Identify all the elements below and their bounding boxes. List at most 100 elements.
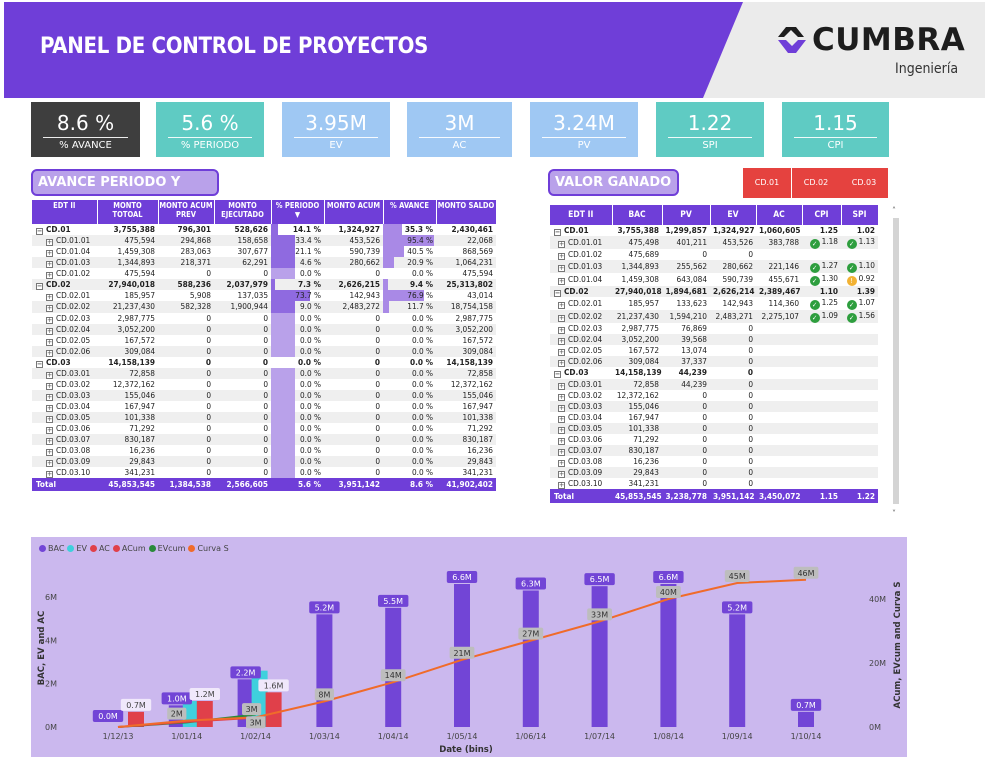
collapse-icon[interactable]: − [554,228,561,237]
expand-icon[interactable]: + [46,381,53,390]
table-row[interactable]: + CD.03.05 101,338 0 0 [550,422,878,434]
column-header-monto-acum[interactable]: MONTO ACUM [324,200,384,224]
table-row[interactable]: + CD.01.02 475,689 0 0 [550,249,878,261]
expand-icon[interactable]: + [558,314,565,323]
table-row[interactable]: + CD.03.06 71,292 0 0 [550,434,878,445]
expand-icon[interactable]: + [46,392,53,401]
expand-icon[interactable]: + [46,415,53,424]
column-header-ac[interactable]: AC [756,205,803,225]
expand-icon[interactable]: + [46,459,53,468]
expand-icon[interactable]: + [46,326,53,335]
column-header-cpi[interactable]: CPI [802,205,842,225]
filter-button-cd02[interactable]: CD.02 [792,168,840,198]
table-row[interactable]: + CD.03.01 72,858 44,239 0 [550,378,878,390]
expand-icon[interactable]: + [558,470,565,479]
table-row[interactable]: + CD.02.06 309,084 37,337 0 [550,356,878,368]
expand-icon[interactable]: + [46,293,53,302]
table-row[interactable]: + CD.02.05 167,572 0 0 0.0 % 0 0.0 % 167,572 [32,334,496,346]
filter-button-cd03[interactable]: CD.03 [840,168,888,198]
table-row[interactable]: + CD.01.02 475,594 0 0 0.0 % 0 0.0 % 475,594 [32,268,496,280]
legend-label-bac[interactable]: BAC [48,544,65,553]
table-row[interactable]: + CD.02.01 185,957 133,623 142,943 114,360 ✓ 1.… [550,297,878,311]
table-row[interactable]: + CD.03.09 29,843 0 0 0.0 % 0 0.0 % 29,843 [32,456,496,468]
column-header-monto-totoal[interactable]: MONTO TOTOAL [97,200,159,224]
table-row[interactable]: + CD.02.01 185,957 5,908 137,035 73.7 % 142,94… [32,290,496,302]
table-row[interactable]: + CD.03.10 341,231 0 0 0.0 % 0 0.0 % 341,231 [32,467,496,479]
column-header-monto-saldo[interactable]: MONTO SALDO [436,200,497,224]
table-row[interactable]: + CD.02.02 21,237,430 582,328 1,900,944 9.0 %… [32,301,496,313]
collapse-icon[interactable]: − [36,359,43,368]
table-row[interactable]: + CD.02.03 2,987,775 76,869 0 [550,323,878,335]
expand-icon[interactable]: + [558,458,565,467]
table-group-row[interactable]: − CD.01 3,755,388 796,301 528,626 14.1 % 1,324… [32,224,496,236]
expand-icon[interactable]: + [46,249,53,258]
expand-icon[interactable]: + [558,301,565,310]
table-row[interactable]: + CD.01.04 1,459,308 283,063 307,677 21.1 % 59… [32,246,496,258]
table-row[interactable]: + CD.03.03 155,046 0 0 0.0 % 0 0.0 % 155,046 [32,389,496,401]
table-group-row[interactable]: − CD.02 27,940,018 588,236 2,037,979 7.3 % 2,6… [32,279,496,291]
scrollbar-thumb[interactable] [893,218,899,504]
expand-icon[interactable]: + [558,240,565,249]
table-row[interactable]: + CD.03.04 167,947 0 0 0.0 % 0 0.0 % 167,947 [32,401,496,413]
table-row[interactable]: + CD.01.03 1,344,893 218,371 62,291 4.6 % 280,… [32,257,496,269]
table-row[interactable]: + CD.02.05 167,572 13,074 0 [550,345,878,357]
expand-icon[interactable]: + [46,426,53,435]
scroll-up-icon[interactable]: ˄ [892,206,896,215]
column-header-avance[interactable]: % AVANCE [383,200,437,224]
collapse-icon[interactable]: − [36,282,43,291]
expand-icon[interactable]: + [46,404,53,413]
expand-icon[interactable]: + [558,381,565,390]
expand-icon[interactable]: + [558,359,565,368]
table-group-row[interactable]: − CD.03 14,158,139 0 0 0.0 % 0 0.0 % 14,158,139 [32,357,496,368]
column-header-periodo[interactable]: % PERIODO ▼ [271,200,325,224]
legend-label-acum[interactable]: ACum [121,544,146,553]
table-row[interactable]: + CD.03.08 16,236 0 0 [550,456,878,467]
table-row[interactable]: + CD.03.09 29,843 0 0 [550,467,878,479]
table-row[interactable]: + CD.01.04 1,459,308 643,084 590,739 455,671 ✓… [550,273,878,287]
expand-icon[interactable]: + [46,337,53,346]
expand-icon[interactable]: + [46,260,53,269]
collapse-icon[interactable]: − [36,227,43,236]
expand-icon[interactable]: + [558,348,565,357]
table-row[interactable]: + CD.02.02 21,237,430 1,594,210 2,483,271 2,2… [550,310,878,324]
column-header-spi[interactable]: SPI [841,205,879,225]
expand-icon[interactable]: + [558,277,565,286]
table-row[interactable]: + CD.02.06 309,084 0 0 0.0 % 0 0.0 % 309,084 [32,345,496,357]
table-row[interactable]: + CD.03.06 71,292 0 0 0.0 % 0 0.0 % 71,292 [32,423,496,435]
table-row[interactable]: + CD.02.04 3,052,200 0 0 0.0 % 0 0.0 % 3,052,200 [32,323,496,335]
legend-label-ac[interactable]: AC [98,544,110,553]
expand-icon[interactable]: + [46,437,53,446]
table-row[interactable]: + CD.03.07 830,187 0 0 0.0 % 0 0.0 % 830,187 [32,434,496,446]
expand-icon[interactable]: + [558,425,565,434]
table-row[interactable]: + CD.03.07 830,187 0 0 [550,444,878,456]
filter-button-cd01[interactable]: CD.01 [743,168,791,198]
table-group-row[interactable]: − CD.01 3,755,388 1,299,857 1,324,927 1,060,6… [550,225,878,237]
expand-icon[interactable]: + [46,315,53,324]
table-scrollbar[interactable]: ˄ ˅ [892,206,900,518]
expand-icon[interactable]: + [558,252,565,261]
expand-icon[interactable]: + [558,403,565,412]
table-row[interactable]: + CD.01.01 475,498 401,211 453,526 383,788 ✓ 1.… [550,236,878,250]
column-header-edt-ii[interactable]: EDT II [32,200,98,224]
table-row[interactable]: + CD.03.08 16,236 0 0 0.0 % 0 0.0 % 16,236 [32,445,496,457]
column-header-pv[interactable]: PV [662,205,711,225]
table-row[interactable]: + CD.01.01 475,594 294,868 158,658 33.4 % 453,… [32,235,496,247]
column-header-monto-acum-prev[interactable]: MONTO ACUM PREV [158,200,215,224]
column-header-edt-ii[interactable]: EDT II [550,205,613,225]
table-row[interactable]: + CD.03.02 12,372,162 0 0 [550,390,878,401]
expand-icon[interactable]: + [46,348,53,357]
column-header-monto-ejecutado[interactable]: MONTO EJECUTADO [214,200,272,224]
table-group-row[interactable]: − CD.03 14,158,139 44,239 0 [550,367,878,379]
expand-icon[interactable]: + [46,271,53,280]
table-row[interactable]: + CD.02.03 2,987,775 0 0 0.0 % 0 0.0 % 2,987,775 [32,312,496,324]
expand-icon[interactable]: + [558,414,565,423]
expand-icon[interactable]: + [558,447,565,456]
collapse-icon[interactable]: − [554,370,561,379]
expand-icon[interactable]: + [46,470,53,479]
table-row[interactable]: + CD.03.01 72,858 0 0 0.0 % 0 0.0 % 72,858 [32,367,496,379]
expand-icon[interactable]: + [558,392,565,401]
table-row[interactable]: + CD.02.04 3,052,200 39,568 0 [550,334,878,346]
legend-label-ev[interactable]: EV [76,544,87,553]
table-row[interactable]: + CD.03.02 12,372,162 0 0 0.0 % 0 0.0 % 12,372,1… [32,378,496,390]
expand-icon[interactable]: + [46,370,53,379]
